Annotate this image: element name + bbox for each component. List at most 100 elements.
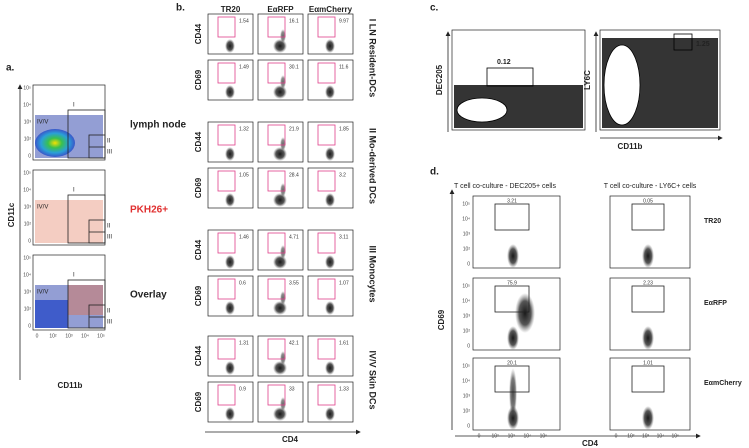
- gate: [317, 170, 336, 192]
- tick-label: 10³: [463, 231, 471, 237]
- gate-value: 21.9: [289, 126, 299, 132]
- cell-cluster: [325, 361, 335, 375]
- gate-value: 1.33: [339, 386, 349, 392]
- cell-cluster: [642, 326, 654, 350]
- cell-cluster: [280, 183, 286, 197]
- gate: [67, 279, 106, 329]
- tick-label: 10⁵: [671, 433, 679, 439]
- marker-label: CD44: [194, 23, 203, 44]
- cell-cluster: [280, 397, 286, 411]
- cell-cluster: [225, 301, 235, 315]
- gate: [267, 124, 286, 146]
- gate-value: 30.1: [289, 64, 299, 70]
- plot-frame: [609, 195, 691, 269]
- tick-label: 10²: [463, 328, 471, 334]
- gate-label: III: [107, 235, 112, 241]
- tick-label: 0: [467, 423, 470, 429]
- gate-value: 1.25: [696, 41, 710, 48]
- gate: [217, 170, 236, 192]
- row-label: TR20: [704, 218, 721, 225]
- cell-cluster: [225, 39, 235, 53]
- gate: [317, 16, 336, 38]
- tick-label: 10²: [491, 433, 499, 439]
- gate: [267, 338, 286, 360]
- marker-label: CD44: [194, 131, 203, 152]
- cell-cluster: [225, 255, 235, 269]
- gate-label: II: [107, 224, 111, 230]
- axis-title: CD11c: [7, 202, 16, 227]
- tick-label: 10³: [24, 204, 32, 210]
- gate: [317, 232, 336, 254]
- gate: [267, 62, 286, 84]
- cell-cluster: [642, 406, 654, 430]
- gate-value: 3.55: [289, 280, 299, 286]
- tick-label: 10⁵: [97, 333, 105, 339]
- tick-label: 10⁴: [23, 187, 31, 193]
- tick-label: 10⁴: [23, 272, 31, 278]
- tick-label: 10²: [627, 433, 635, 439]
- density-hotspot: [35, 129, 75, 157]
- tick-label: 10²: [24, 136, 32, 142]
- plot-frame: [257, 275, 304, 317]
- tick-label: 10²: [24, 221, 32, 227]
- gate: [217, 16, 236, 38]
- gate: [486, 67, 534, 87]
- gate-value: 1.31: [239, 340, 249, 346]
- cell-cluster: [325, 255, 335, 269]
- cell-cluster: [280, 137, 286, 151]
- gate-value: 0.05: [643, 198, 653, 204]
- tick-label: 10⁴: [462, 378, 470, 384]
- panel-label: d.: [430, 167, 439, 178]
- cell-cluster: [325, 147, 335, 161]
- tick-label: 10³: [463, 313, 471, 319]
- gate-value: 1.32: [239, 126, 249, 132]
- gate-value: 33: [289, 386, 295, 392]
- contour-core: [456, 97, 508, 123]
- plot-frame: [207, 59, 254, 101]
- gate: [631, 203, 665, 231]
- plot-frame: [257, 121, 304, 163]
- axis-title: CD4: [582, 439, 599, 448]
- gate: [673, 33, 693, 51]
- gate-value: 1.05: [239, 172, 249, 178]
- plot-frame: [599, 29, 721, 131]
- panel-label: b.: [176, 3, 185, 14]
- gate-value: 28.4: [289, 172, 299, 178]
- plot-frame: [207, 167, 254, 209]
- plot-frame: [307, 59, 354, 101]
- gate-value: 75.9: [507, 280, 517, 286]
- plot-frame: [257, 229, 304, 271]
- tick-label: 10⁵: [462, 201, 470, 207]
- group-label: II Mo-derived DCs: [368, 128, 378, 204]
- tick-label: 0: [467, 261, 470, 267]
- cell-cluster: [325, 301, 335, 315]
- marker-label: CD69: [194, 391, 203, 412]
- gate: [217, 124, 236, 146]
- cell-cluster: [225, 85, 235, 99]
- row-label: Overlay: [130, 290, 167, 301]
- gate: [494, 285, 530, 313]
- axis-title: CD11b: [58, 381, 83, 390]
- tick-label: 10²: [463, 408, 471, 414]
- gate-label: IV/V: [37, 290, 48, 296]
- cell-cluster: [642, 244, 654, 268]
- axis-title: CD4: [282, 435, 299, 444]
- gate: [317, 384, 336, 406]
- plot-frame: [609, 277, 691, 351]
- gate: [631, 365, 665, 393]
- plot-frame: [257, 13, 304, 55]
- tick-label: 10³: [24, 119, 32, 125]
- gate-label: I: [73, 273, 75, 279]
- group-label: I LN Resident-DCs: [368, 19, 378, 98]
- cell-cluster: [325, 85, 335, 99]
- tick-label: 10⁵: [23, 255, 31, 261]
- plot-frame: [307, 13, 354, 55]
- cell-cluster: [325, 407, 335, 421]
- scatter-cloud: [35, 200, 103, 243]
- tick-label: 10⁴: [23, 102, 31, 108]
- tick-label: 10⁴: [657, 433, 665, 439]
- plot-frame: [472, 195, 561, 269]
- cell-cluster: [325, 193, 335, 207]
- plot-frame: [307, 229, 354, 271]
- gate: [317, 62, 336, 84]
